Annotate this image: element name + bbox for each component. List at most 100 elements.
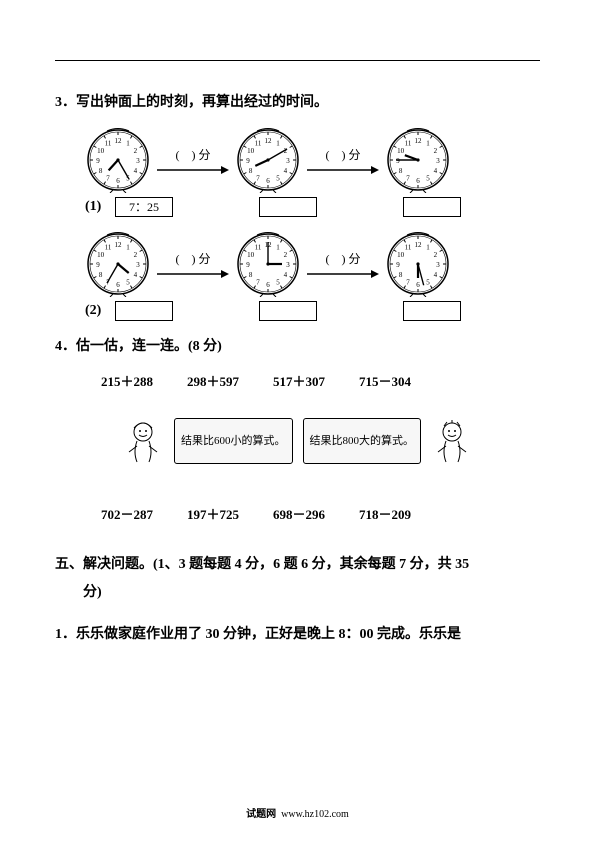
svg-text:9: 9 (396, 157, 400, 165)
svg-text:11: 11 (105, 244, 112, 252)
svg-text:4: 4 (434, 271, 438, 279)
footer: 试题网 www.hz102.com (0, 805, 595, 820)
q4-heading: 4．估一估，连一连。(8 分) (55, 335, 540, 355)
svg-text:10: 10 (397, 251, 405, 259)
q4-banners: 结果比600小的算式。 结果比800大的算式。 (55, 418, 540, 464)
child-icon (431, 418, 473, 464)
svg-text:11: 11 (405, 140, 412, 148)
svg-text:12: 12 (115, 137, 123, 145)
arrow-label: ( ) 分 (176, 146, 211, 163)
clock-2-1: 121234567891011 (85, 231, 151, 297)
svg-text:8: 8 (399, 271, 403, 279)
svg-text:5: 5 (126, 278, 130, 286)
svg-text:12: 12 (415, 241, 423, 249)
svg-text:5: 5 (426, 278, 430, 286)
svg-text:6: 6 (116, 281, 120, 289)
q3-text: 写出钟面上的时刻，再算出经过的时间。 (76, 95, 328, 110)
banner-left: 结果比600小的算式。 (174, 418, 293, 464)
q3-row1-boxes: (1) 7：25 (85, 197, 540, 217)
svg-text:4: 4 (434, 167, 438, 175)
svg-text:3: 3 (136, 261, 140, 269)
expr: 715－304 (359, 371, 411, 390)
svg-text:3: 3 (136, 157, 140, 165)
time-box-1-2 (259, 197, 317, 217)
footer-label: 试题网 (246, 809, 276, 820)
section5-heading: 五、解决问题。(1、3 题每题 4 分，6 题 6 分，其余每题 7 分，共 3… (55, 551, 540, 607)
time-box-1-1: 7：25 (115, 197, 173, 217)
q3-sub2: (2) (85, 303, 107, 319)
svg-text:5: 5 (276, 278, 280, 286)
q3-row2-clocks: 121234567891011 ( ) 分 121234567891011 ( … (85, 231, 540, 297)
svg-text:7: 7 (106, 174, 110, 182)
clock-1-1: 121234567891011 (85, 127, 151, 193)
svg-text:7: 7 (406, 174, 410, 182)
svg-text:3: 3 (286, 157, 290, 165)
top-rule (55, 60, 540, 61)
svg-text:2: 2 (434, 147, 438, 155)
svg-text:9: 9 (246, 157, 250, 165)
svg-text:1: 1 (276, 140, 280, 148)
banner-right: 结果比800大的算式。 (303, 418, 422, 464)
svg-text:9: 9 (96, 261, 100, 269)
arrow-icon (307, 269, 379, 279)
svg-text:6: 6 (416, 177, 420, 185)
svg-text:7: 7 (406, 278, 410, 286)
expr: 517＋307 (273, 371, 325, 390)
expr: 197＋725 (187, 504, 239, 523)
svg-text:8: 8 (99, 271, 103, 279)
svg-text:2: 2 (434, 251, 438, 259)
svg-text:10: 10 (97, 251, 105, 259)
svg-text:6: 6 (266, 281, 270, 289)
q5-1-text: 乐乐做家庭作业用了 30 分钟，正好是晚上 8：00 完成。乐乐是 (76, 627, 461, 642)
section5-text2: 分) (83, 585, 102, 600)
arrow-2-2: ( ) 分 (307, 250, 379, 279)
svg-text:2: 2 (134, 147, 138, 155)
arrow-1-1: ( ) 分 (157, 146, 229, 175)
svg-text:1: 1 (276, 244, 280, 252)
clock-2-2: 121234567891011 (235, 231, 301, 297)
svg-text:8: 8 (399, 167, 403, 175)
svg-text:5: 5 (276, 174, 280, 182)
svg-text:1: 1 (426, 244, 430, 252)
svg-text:12: 12 (415, 137, 423, 145)
svg-text:6: 6 (266, 177, 270, 185)
svg-text:3: 3 (436, 157, 440, 165)
svg-text:3: 3 (286, 261, 290, 269)
svg-text:8: 8 (249, 167, 253, 175)
svg-text:10: 10 (247, 251, 255, 259)
svg-text:8: 8 (99, 167, 103, 175)
banner-right-text: 结果比800大的算式。 (310, 434, 415, 448)
arrow-icon (307, 165, 379, 175)
svg-text:11: 11 (105, 140, 112, 148)
svg-text:1: 1 (126, 244, 130, 252)
section5-text1: 五、解决问题。(1、3 题每题 4 分，6 题 6 分，其余每题 7 分，共 3… (55, 557, 469, 572)
clock-1-3: 121234567891011 (385, 127, 451, 193)
q3-heading: 3．写出钟面上的时刻，再算出经过的时间。 (55, 91, 540, 111)
svg-text:4: 4 (284, 167, 288, 175)
svg-text:4: 4 (134, 271, 138, 279)
svg-text:8: 8 (249, 271, 253, 279)
q5-1: 1．乐乐做家庭作业用了 30 分钟，正好是晚上 8：00 完成。乐乐是 (55, 623, 540, 643)
time-box-2-1 (115, 301, 173, 321)
arrow-2-1: ( ) 分 (157, 250, 229, 279)
expr: 698－296 (273, 504, 325, 523)
svg-text:10: 10 (397, 147, 405, 155)
svg-text:10: 10 (247, 147, 255, 155)
svg-text:11: 11 (255, 140, 262, 148)
arrow-label: ( ) 分 (176, 250, 211, 267)
q5-1-num: 1． (55, 627, 76, 642)
time-box-2-2 (259, 301, 317, 321)
child-icon (122, 418, 164, 464)
expr: 215＋288 (101, 371, 153, 390)
svg-text:6: 6 (116, 177, 120, 185)
footer-url: www.hz102.com (281, 809, 349, 820)
arrow-label: ( ) 分 (326, 250, 361, 267)
svg-text:11: 11 (405, 244, 412, 252)
clock-2-3: 121234567891011 (385, 231, 451, 297)
banner-left-text: 结果比600小的算式。 (181, 434, 286, 448)
svg-text:9: 9 (246, 261, 250, 269)
q4-row2: 702－287 197＋725 698－296 718－209 (101, 504, 540, 523)
svg-text:7: 7 (256, 174, 260, 182)
svg-text:12: 12 (115, 241, 123, 249)
svg-text:3: 3 (436, 261, 440, 269)
